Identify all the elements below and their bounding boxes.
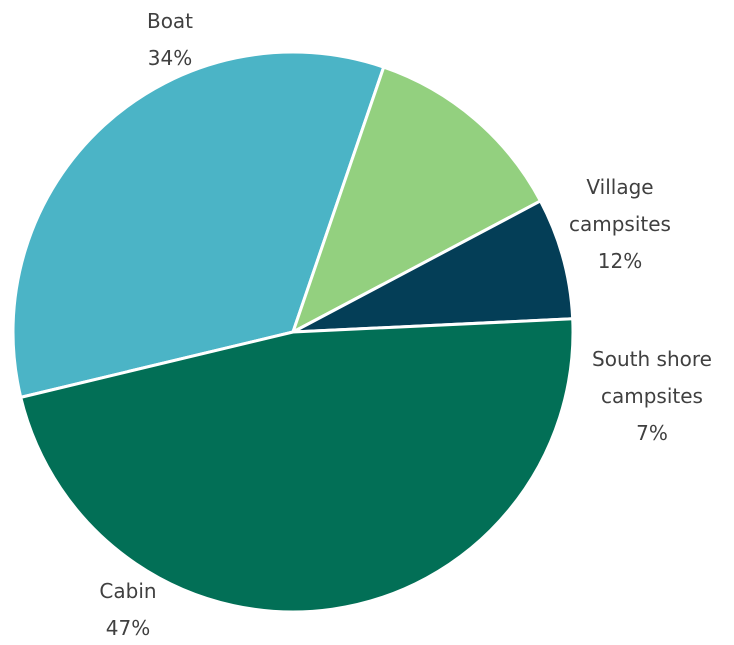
pie-slice-boat — [11, 50, 386, 399]
pie-labels: Boat 34% Village campsites 12% South shore cam… — [99, 9, 712, 640]
slice-value-label: 47% — [106, 616, 150, 640]
slice-value-label: 7% — [636, 421, 668, 445]
slice-value-label: 12% — [598, 249, 642, 273]
pie-slices — [11, 50, 575, 614]
slice-label-cabin: Cabin 47% — [99, 579, 156, 640]
slice-value-label: 34% — [148, 46, 192, 70]
pie-slice-cabin — [19, 317, 575, 614]
pie-slice-village-campsites — [291, 65, 542, 334]
slice-label-south-shore-campsites: South shore campsites 7% — [592, 347, 712, 445]
slice-label-village-campsites: Village campsites 12% — [569, 175, 671, 273]
pie-slice-south-shore-campsites — [291, 199, 575, 334]
slice-label-boat: Boat 34% — [147, 9, 193, 70]
